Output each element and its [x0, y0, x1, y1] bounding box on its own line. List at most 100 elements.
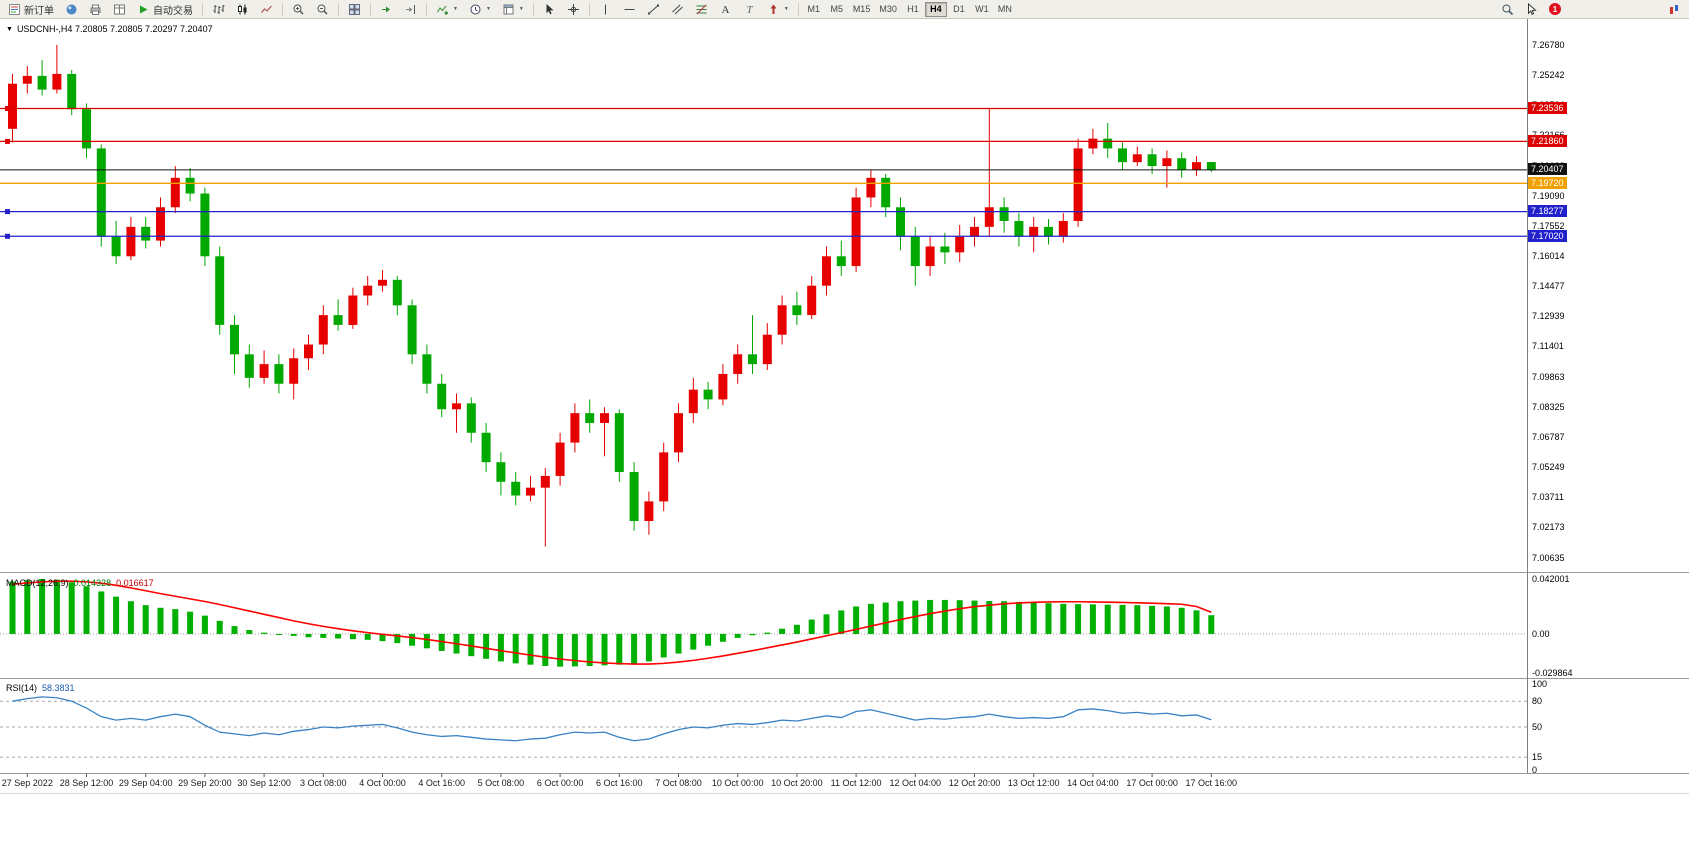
timeframe-button-d1[interactable]: D1 [953, 4, 965, 14]
macd-name: MACD(12,26,9) [6, 578, 69, 588]
arrows-button[interactable]: ▼ [762, 1, 794, 18]
auto-scroll-button[interactable] [375, 1, 398, 18]
price-level-badge: 7.21860 [1528, 134, 1567, 147]
timeframe-button-m1[interactable]: M1 [807, 4, 821, 14]
print-button[interactable] [84, 1, 107, 18]
toolbar-separator [532, 2, 534, 16]
time-axis-label: 17 Oct 00:00 [1126, 778, 1178, 788]
toolbar-separator [338, 2, 339, 16]
text-button[interactable]: A [714, 1, 737, 18]
dropdown-caret-icon: ▼ [783, 6, 789, 12]
fibonacci-button[interactable] [690, 1, 713, 18]
time-axis-label: 10 Oct 20:00 [771, 778, 823, 788]
cursor-button[interactable] [538, 1, 561, 18]
tile-windows-button[interactable] [343, 1, 366, 18]
data-window-button[interactable] [108, 1, 131, 18]
pointer-button[interactable] [1520, 1, 1543, 18]
price-level-badge: 7.17020 [1528, 229, 1567, 242]
zoom-out-button[interactable] [311, 1, 334, 18]
price-axis-label: 7.26780 [1532, 39, 1565, 50]
timeframe-button-h4[interactable]: H4 [924, 1, 947, 17]
autotrading-button[interactable]: 自动交易 [132, 1, 198, 18]
time-axis-label: 4 Oct 00:00 [359, 778, 406, 788]
time-axis-label: 13 Oct 12:00 [1007, 778, 1060, 788]
new-order-icon [8, 3, 21, 16]
text-label-button[interactable]: T [738, 1, 761, 18]
new-order-button[interactable]: 新订单 [3, 1, 59, 18]
line-chart-button[interactable] [255, 1, 278, 18]
trendline-icon [647, 3, 660, 16]
search-icon [1501, 3, 1514, 16]
autotrading-label: 自动交易 [153, 5, 193, 17]
toolbar-separator [588, 2, 590, 16]
pointer-icon [1525, 2, 1538, 16]
timeframe-button-m30[interactable]: M30 [879, 4, 897, 14]
chart-window-button[interactable] [60, 1, 83, 18]
macd-main-value: 0.014328 [73, 578, 112, 588]
macd-axis-label: 0.042001 [1532, 574, 1570, 584]
bar-chart-button[interactable] [207, 1, 230, 18]
fibonacci-icon [695, 3, 708, 16]
price-axis-label: 7.19090 [1532, 190, 1565, 201]
time-axis-label: 28 Sep 12:00 [59, 778, 114, 788]
periods-button[interactable]: ▼ [464, 1, 496, 18]
timeframe-button-mn[interactable]: MN [997, 4, 1012, 14]
line-chart-icon [260, 3, 273, 16]
candlestick-button[interactable] [231, 1, 254, 18]
trendline-button[interactable] [642, 1, 665, 18]
timeframe-button-m5[interactable]: M5 [830, 4, 844, 14]
horizontal-line-button[interactable] [618, 1, 641, 18]
crosshair-button[interactable] [562, 1, 585, 18]
notifications-button[interactable]: 1 [1544, 1, 1566, 18]
tile-windows-icon [348, 3, 361, 16]
price-axis-label: 7.06787 [1532, 431, 1565, 442]
rsi-axis-label: 80 [1532, 696, 1543, 707]
macd-axis-label: 0.00 [1532, 628, 1550, 639]
search-button[interactable] [1496, 1, 1519, 18]
price-level-badge: 7.18277 [1528, 205, 1567, 218]
price-axis-label: 7.02173 [1532, 522, 1565, 533]
time-axis-label: 7 Oct 08:00 [655, 778, 702, 788]
one-click-trading-arrow-icon[interactable]: ▼ [6, 25, 13, 33]
price-axis-label: 7.00635 [1532, 552, 1565, 563]
vertical-line-button[interactable] [594, 1, 617, 18]
toolbar-separator [282, 2, 283, 16]
time-axis-label: 10 Oct 00:00 [711, 778, 764, 788]
arrows-icon [767, 3, 780, 16]
timeframe-button-m15[interactable]: M15 [852, 4, 871, 14]
price-axis-label: 7.12939 [1532, 311, 1565, 322]
time-axis-label: 12 Oct 20:00 [948, 778, 1001, 788]
timeframe-button-h1[interactable]: H1 [907, 4, 919, 14]
vertical-line-icon [599, 3, 612, 16]
time-axis-label: 30 Sep 12:00 [237, 778, 291, 788]
cursor-icon [543, 3, 556, 16]
zoom-in-button[interactable] [287, 1, 310, 18]
crosshair-icon [567, 3, 580, 16]
data-window-icon [113, 3, 126, 16]
text-label-icon: T [743, 3, 756, 16]
time-axis-label: 3 Oct 08:00 [300, 778, 347, 788]
rsi-axis-label: 15 [1532, 752, 1543, 763]
zoom-in-icon [292, 3, 305, 16]
toolbar-separator [370, 2, 371, 16]
horizontal-line-icon [623, 3, 636, 16]
current-price-badge: 7.20407 [1528, 163, 1567, 176]
channel-button[interactable] [666, 1, 689, 18]
time-axis-label: 17 Oct 16:00 [1185, 778, 1238, 788]
time-axis-label: 14 Oct 04:00 [1067, 778, 1119, 788]
rsi-label: RSI(14) 58.3831 [6, 683, 75, 693]
chart-shift-button[interactable] [399, 1, 422, 18]
templates-button[interactable]: ▼ [497, 1, 529, 18]
macd-signal-value: 0.016617 [116, 578, 154, 588]
price-axis-label: 7.14477 [1532, 281, 1565, 292]
indicators-button[interactable]: ▼ [431, 1, 463, 18]
rsi-name: RSI(14) [6, 683, 38, 693]
timeframe-button-w1[interactable]: W1 [975, 4, 989, 14]
bar-chart-icon [212, 3, 225, 16]
templates-icon [502, 3, 515, 16]
status-button[interactable] [1663, 1, 1686, 18]
notification-badge: 1 [1549, 3, 1561, 15]
toolbar-separator [797, 2, 799, 16]
